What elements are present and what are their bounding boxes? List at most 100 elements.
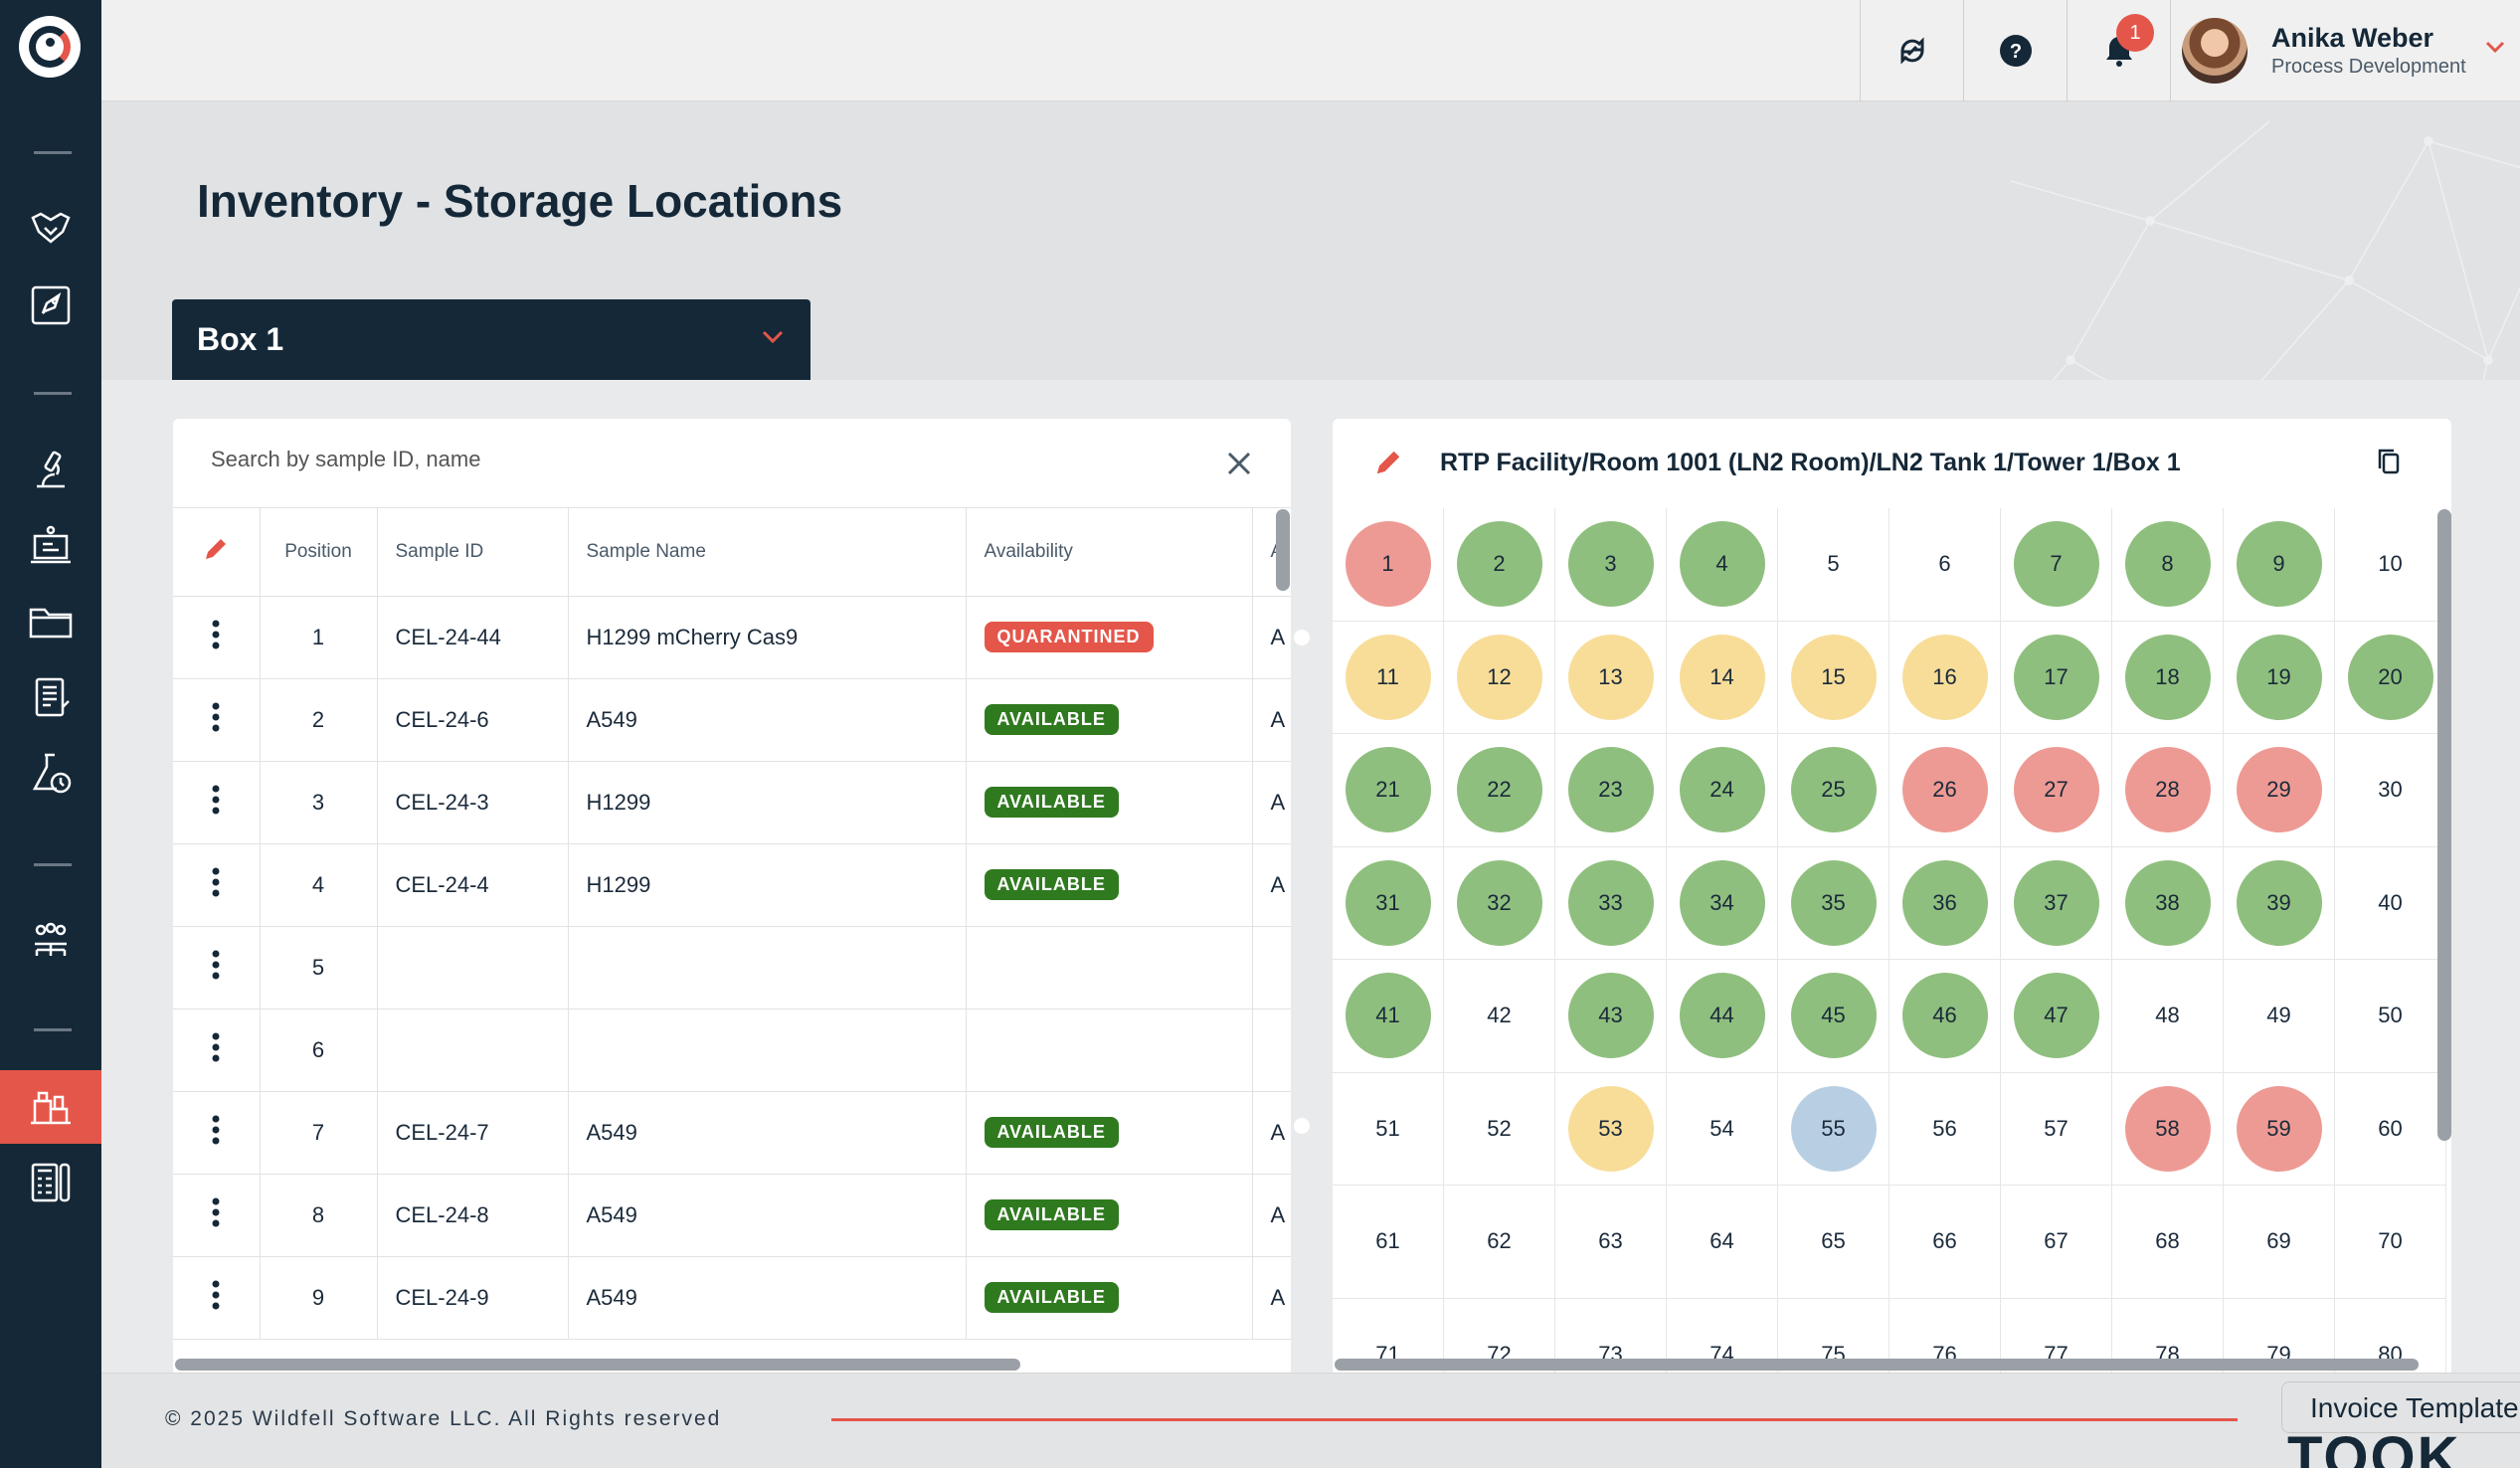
cell-sample-id[interactable] <box>377 926 569 1009</box>
sidebar-item-launch[interactable] <box>0 269 101 342</box>
box-well[interactable]: 21 <box>1333 734 1444 847</box>
row-menu-button[interactable] <box>173 596 261 679</box>
box-well[interactable]: 63 <box>1555 1186 1667 1299</box>
box-well[interactable]: 52 <box>1444 1072 1555 1186</box>
sidebar-item-files[interactable] <box>0 585 101 658</box>
box-well[interactable]: 56 <box>1890 1072 2001 1186</box>
box-well[interactable]: 51 <box>1333 1072 1444 1186</box>
box-well[interactable]: 27 <box>2001 734 2112 847</box>
cell-sample-id[interactable]: CEL-24-3 <box>377 761 569 844</box>
box-well[interactable]: 5 <box>1778 508 1890 622</box>
vertical-scrollbar[interactable] <box>1276 509 1290 591</box>
box-well[interactable]: 26 <box>1890 734 2001 847</box>
box-well[interactable]: 28 <box>2112 734 2224 847</box>
box-well[interactable]: 42 <box>1444 960 1555 1073</box>
box-well[interactable]: 7 <box>2001 508 2112 622</box>
box-well[interactable]: 44 <box>1667 960 1778 1073</box>
box-well[interactable]: 33 <box>1555 846 1667 960</box>
box-well[interactable]: 29 <box>2224 734 2335 847</box>
cell-sample-id[interactable]: CEL-24-9 <box>377 1256 569 1340</box>
box-well[interactable]: 30 <box>2335 734 2446 847</box>
cell-sample-id[interactable]: CEL-24-6 <box>377 678 569 762</box>
box-well[interactable]: 55 <box>1778 1072 1890 1186</box>
row-menu-button[interactable] <box>173 761 261 844</box>
avatar[interactable] <box>2182 18 2248 84</box>
box-well[interactable]: 22 <box>1444 734 1555 847</box>
box-well[interactable]: 31 <box>1333 846 1444 960</box>
box-well[interactable]: 3 <box>1555 508 1667 622</box>
cell-sample-id[interactable]: CEL-24-7 <box>377 1091 569 1175</box>
column-header-sample-name[interactable]: Sample Name <box>568 508 967 597</box>
box-well[interactable]: 57 <box>2001 1072 2112 1186</box>
box-well[interactable]: 14 <box>1667 621 1778 734</box>
box-well[interactable]: 36 <box>1890 846 2001 960</box>
notifications-button[interactable] <box>2067 0 2170 101</box>
table-row[interactable]: 5 <box>173 926 1291 1009</box>
close-icon[interactable] <box>1221 446 1257 481</box>
box-well[interactable]: 69 <box>2224 1186 2335 1299</box>
app-logo[interactable] <box>19 16 81 78</box>
table-row[interactable]: 6 <box>173 1009 1291 1092</box>
box-well[interactable]: 37 <box>2001 846 2112 960</box>
box-well[interactable]: 53 <box>1555 1072 1667 1186</box>
row-menu-button[interactable] <box>173 1009 261 1092</box>
box-well[interactable]: 54 <box>1667 1072 1778 1186</box>
copy-icon[interactable] <box>2375 447 2403 476</box>
box-well[interactable]: 34 <box>1667 846 1778 960</box>
box-well[interactable]: 35 <box>1778 846 1890 960</box>
row-menu-button[interactable] <box>173 1174 261 1257</box>
table-row[interactable]: 7 CEL-24-7 A549 AVAILABLE A <box>173 1091 1291 1175</box>
table-row[interactable]: 2 CEL-24-6 A549 AVAILABLE A <box>173 678 1291 762</box>
resize-handle[interactable] <box>1294 630 1310 645</box>
vertical-scrollbar[interactable] <box>2437 509 2451 1141</box>
pencil-icon[interactable] <box>1370 445 1406 480</box>
box-well[interactable]: 40 <box>2335 846 2446 960</box>
box-well[interactable]: 67 <box>2001 1186 2112 1299</box>
box-well[interactable]: 15 <box>1778 621 1890 734</box>
cell-sample-id[interactable] <box>377 1009 569 1092</box>
sync-button[interactable] <box>1860 0 1963 101</box>
box-well[interactable]: 38 <box>2112 846 2224 960</box>
box-well[interactable]: 65 <box>1778 1186 1890 1299</box>
cell-sample-id[interactable]: CEL-24-44 <box>377 596 569 679</box>
edit-column-header[interactable] <box>173 508 261 597</box>
box-well[interactable]: 20 <box>2335 621 2446 734</box>
table-row[interactable]: 9 CEL-24-9 A549 AVAILABLE A <box>173 1256 1291 1340</box>
cell-sample-id[interactable]: CEL-24-4 <box>377 843 569 927</box>
box-well[interactable]: 41 <box>1333 960 1444 1073</box>
row-menu-button[interactable] <box>173 1256 261 1340</box>
user-menu[interactable] <box>2170 0 2520 101</box>
table-row[interactable]: 4 CEL-24-4 H1299 AVAILABLE A <box>173 843 1291 927</box>
sidebar-item-team[interactable] <box>0 905 101 979</box>
table-row[interactable]: 3 CEL-24-3 H1299 AVAILABLE A <box>173 761 1291 844</box>
box-well[interactable]: 2 <box>1444 508 1555 622</box>
box-well[interactable]: 68 <box>2112 1186 2224 1299</box>
box-well[interactable]: 12 <box>1444 621 1555 734</box>
box-well[interactable]: 9 <box>2224 508 2335 622</box>
box-well[interactable]: 39 <box>2224 846 2335 960</box>
box-well[interactable]: 48 <box>2112 960 2224 1073</box>
box-well[interactable]: 18 <box>2112 621 2224 734</box>
column-header-availability[interactable]: Availability <box>966 508 1253 597</box>
sidebar-item-calculator[interactable] <box>0 1146 101 1219</box>
box-well[interactable]: 46 <box>1890 960 2001 1073</box>
box-well[interactable]: 1 <box>1333 508 1444 622</box>
column-header-sample-id[interactable]: Sample ID <box>377 508 569 597</box>
row-menu-button[interactable] <box>173 926 261 1009</box>
sidebar-item-lab-report[interactable] <box>0 509 101 583</box>
horizontal-scrollbar[interactable] <box>1335 1359 2419 1371</box>
sidebar-item-experiments[interactable] <box>0 736 101 810</box>
horizontal-scrollbar[interactable] <box>175 1359 1020 1371</box>
box-well[interactable]: 32 <box>1444 846 1555 960</box>
row-menu-button[interactable] <box>173 678 261 762</box>
cell-sample-id[interactable]: CEL-24-8 <box>377 1174 569 1257</box>
sidebar-item-inventory[interactable] <box>0 1070 101 1144</box>
row-menu-button[interactable] <box>173 1091 261 1175</box>
box-selector[interactable]: Box 1 <box>172 299 810 380</box>
row-menu-button[interactable] <box>173 843 261 927</box>
resize-handle[interactable] <box>1294 1118 1310 1134</box>
box-well[interactable]: 25 <box>1778 734 1890 847</box>
box-well[interactable]: 11 <box>1333 621 1444 734</box>
box-well[interactable]: 23 <box>1555 734 1667 847</box>
box-well[interactable]: 47 <box>2001 960 2112 1073</box>
